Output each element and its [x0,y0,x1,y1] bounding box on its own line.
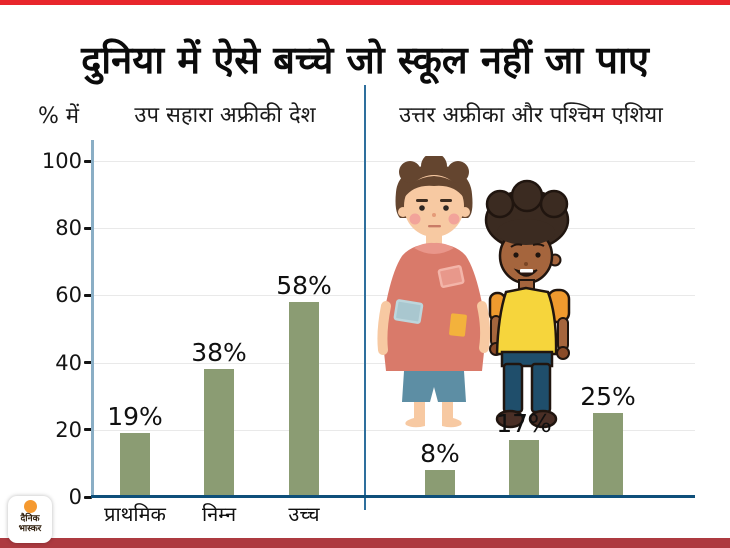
bottom-accent-bar [0,538,730,548]
bar [425,470,455,497]
bar-value-label: 19% [107,402,163,432]
y-tick-label: 20 [55,417,82,442]
y-tick-mark-icon [84,159,92,163]
bar [120,433,150,497]
y-tick-mark-icon [84,495,92,499]
bar [593,413,623,497]
dainik-bhaskar-logo: दैनिक भास्कर [8,496,52,543]
child-right [484,179,571,429]
group-header-right: उत्तर अफ्रीका और पश्चिम एशिया [399,103,663,128]
y-tick-label: 60 [55,283,82,308]
bar-value-label: 38% [191,338,247,368]
y-tick-mark-icon [84,226,92,230]
bar [509,439,539,497]
y-tick-mark-icon [84,293,92,297]
y-axis [91,140,94,497]
y-tick-label: 0 [68,485,82,509]
y-tick-label: 40 [55,350,82,375]
bar-category-label: निम्न [201,502,237,526]
y-tick: 100 [42,149,92,173]
page-title: दुनिया में ऐसे बच्चे जो स्कूल नहीं जा पा… [81,38,649,83]
gridline [93,161,695,162]
gridline [93,228,695,230]
child-left [377,156,491,428]
bar [289,302,319,497]
y-tick: 60 [55,283,92,307]
section-divider [364,85,366,510]
children-illustration [377,156,571,429]
gridline [93,429,695,431]
bar [204,369,234,497]
y-tick: 80 [55,216,92,240]
bar-category-label: प्राथमिक [104,502,166,526]
bar-value-label: 8% [420,439,460,469]
y-axis-unit-label: % में [38,104,80,129]
bar-value-label: 25% [580,382,636,411]
x-axis [91,495,695,498]
y-tick-mark-icon [84,361,92,365]
y-tick: 40 [55,351,92,375]
y-tick-label: 100 [41,149,82,173]
y-tick-label: 80 [55,216,82,241]
bar-category-label: उच्च [288,502,320,526]
bar-value-label: 17% [496,408,552,438]
logo-text-line2: भास्कर [18,524,42,535]
top-accent-bar [0,0,730,5]
bar-value-label: 58% [276,271,332,301]
sun-icon [23,500,37,513]
y-tick: 20 [55,418,92,442]
y-tick-mark-icon [84,428,92,432]
logo-text-line1: दैनिक [20,514,40,524]
y-tick: 0 [69,485,92,509]
group-header-left: उप सहारा अफ्रीकी देश [134,103,316,128]
